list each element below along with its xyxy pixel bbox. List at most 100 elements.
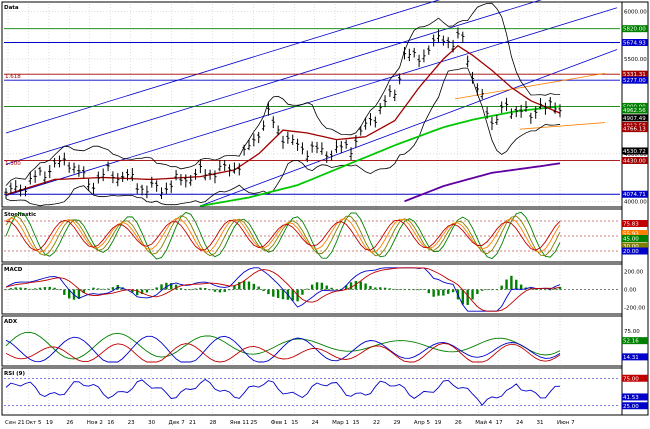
macd-histogram-bar [204, 288, 207, 290]
macd-histogram-bar [388, 288, 392, 290]
macd-histogram-bar [369, 285, 372, 290]
macd-histogram-bar [213, 289, 217, 292]
date-tick-label: 15 [353, 420, 360, 426]
macd-histogram-bar [490, 289, 494, 291]
macd-histogram-bar [408, 289, 411, 291]
macd-histogram-bar [515, 279, 518, 290]
stochastic-line-red [5, 219, 561, 251]
indicator-tick-label: -200.00 [624, 306, 646, 312]
date-tick-label: Сен 21 [5, 420, 25, 426]
date-tick-label: 26 [66, 420, 73, 426]
macd-histogram-bar [340, 288, 343, 290]
macd-histogram-bar [466, 289, 469, 305]
macd-histogram-bar [101, 288, 105, 290]
date-tick-label: 24 [312, 420, 319, 426]
price-level-box [622, 147, 648, 155]
indicator-tick-label: 200.00 [624, 269, 644, 275]
stochastic-value-box [622, 235, 648, 242]
adx-value-label: 52.16 [623, 339, 639, 345]
macd-histogram-bar [505, 279, 508, 290]
rsi-pane-title: RSI (9) [4, 371, 25, 377]
price-level-box [622, 70, 648, 78]
macd-histogram-bar [481, 289, 484, 291]
macd-histogram-bar [165, 282, 168, 290]
macd-histogram-bar [106, 288, 110, 290]
date-tick-label: 31 [537, 420, 544, 426]
macd-histogram-bar [476, 289, 479, 295]
macd-histogram-bar [208, 289, 212, 291]
date-tick-label: Янв 11 [230, 420, 249, 426]
macd-histogram-bar [9, 288, 13, 290]
fan-line-upper [454, 72, 606, 100]
macd-histogram-bar [33, 288, 37, 290]
macd-histogram-bar [257, 286, 260, 290]
date-tick-label: 15 [291, 420, 298, 426]
macd-histogram-bar [145, 289, 149, 293]
macd-histogram-bar [272, 289, 275, 297]
macd-histogram-bar [442, 289, 445, 296]
macd-line [5, 267, 561, 312]
price-level-box [622, 156, 648, 164]
rsi-value-box [622, 402, 648, 410]
fib-label: 1.300 [5, 161, 21, 167]
macd-histogram-bar [417, 289, 421, 291]
adx-value-box [622, 337, 648, 345]
macd-histogram-bar [174, 284, 178, 290]
price-tick-label: 6000.00 [624, 10, 647, 16]
macd-histogram-bar [179, 288, 183, 290]
channel-line-base [199, 49, 618, 207]
macd-histogram-bar [413, 289, 416, 291]
macd-histogram-bar [437, 289, 440, 296]
macd-histogram-bar [53, 287, 56, 290]
rsi-value-label: 75.00 [623, 376, 639, 382]
price-level-box [622, 102, 648, 110]
price-level-label: 4907.49 [623, 116, 646, 122]
price-level-box [622, 190, 648, 198]
price-level-label: 5331.31 [623, 72, 646, 78]
rsi-pane [1, 367, 623, 416]
price-tick-label: 4500.00 [624, 152, 647, 158]
macd-histogram-bar [233, 285, 236, 290]
macd-signal-line [5, 267, 561, 312]
macd-histogram-bar [325, 285, 328, 290]
date-tick-label: Фев 1 [271, 420, 288, 426]
macd-histogram-bar [403, 289, 406, 291]
axis-layer: 6000.005500.005000.004500.004000.005820.… [5, 10, 648, 426]
adx-value-box [622, 353, 648, 361]
macd-histogram-bar [364, 283, 367, 290]
date-tick-label: 26 [455, 420, 462, 426]
macd-histogram-bar [471, 289, 474, 300]
stochastic-value-label: 75.83 [623, 222, 639, 228]
stochastic-value-label: 55.93 [623, 232, 639, 238]
macd-histogram-bar [447, 289, 450, 294]
date-tick-label: 21 [189, 420, 196, 426]
price-level-label: 4766.13 [623, 127, 646, 133]
rsi-value-label: 25.00 [623, 404, 639, 410]
date-tick-label: 30 [148, 420, 155, 426]
adx-line-red [5, 342, 561, 363]
macd-histogram-bar [242, 280, 246, 290]
price-level-box [622, 76, 648, 84]
macd-histogram-bar [247, 281, 251, 290]
main-pane-title: Data [4, 5, 19, 11]
stochastic-value-box [622, 247, 648, 255]
macd-histogram-bar [267, 289, 270, 295]
macd-histogram-bar [291, 289, 294, 301]
price-level-box [622, 114, 648, 122]
price-level-label: 4074.71 [623, 192, 646, 198]
macd-histogram-bar [558, 286, 562, 290]
macd-histogram-bar [150, 289, 153, 291]
macd-histogram-bar [199, 287, 202, 290]
price-level-label: 5277.00 [623, 78, 646, 84]
macd-histogram-bar [19, 287, 22, 290]
macd-histogram-bar [422, 289, 426, 290]
macd-histogram-bar [140, 289, 144, 295]
bollinger-upper-band [5, 2, 561, 186]
macd-histogram-bar [48, 286, 51, 290]
stochastic-value-label: 20.00 [623, 249, 639, 255]
date-tick-label: 17 [496, 420, 503, 426]
macd-histogram-bar [500, 285, 503, 290]
macd-histogram-bar [111, 287, 115, 290]
macd-histogram-bar [228, 289, 231, 291]
macd-histogram-bar [77, 289, 81, 299]
